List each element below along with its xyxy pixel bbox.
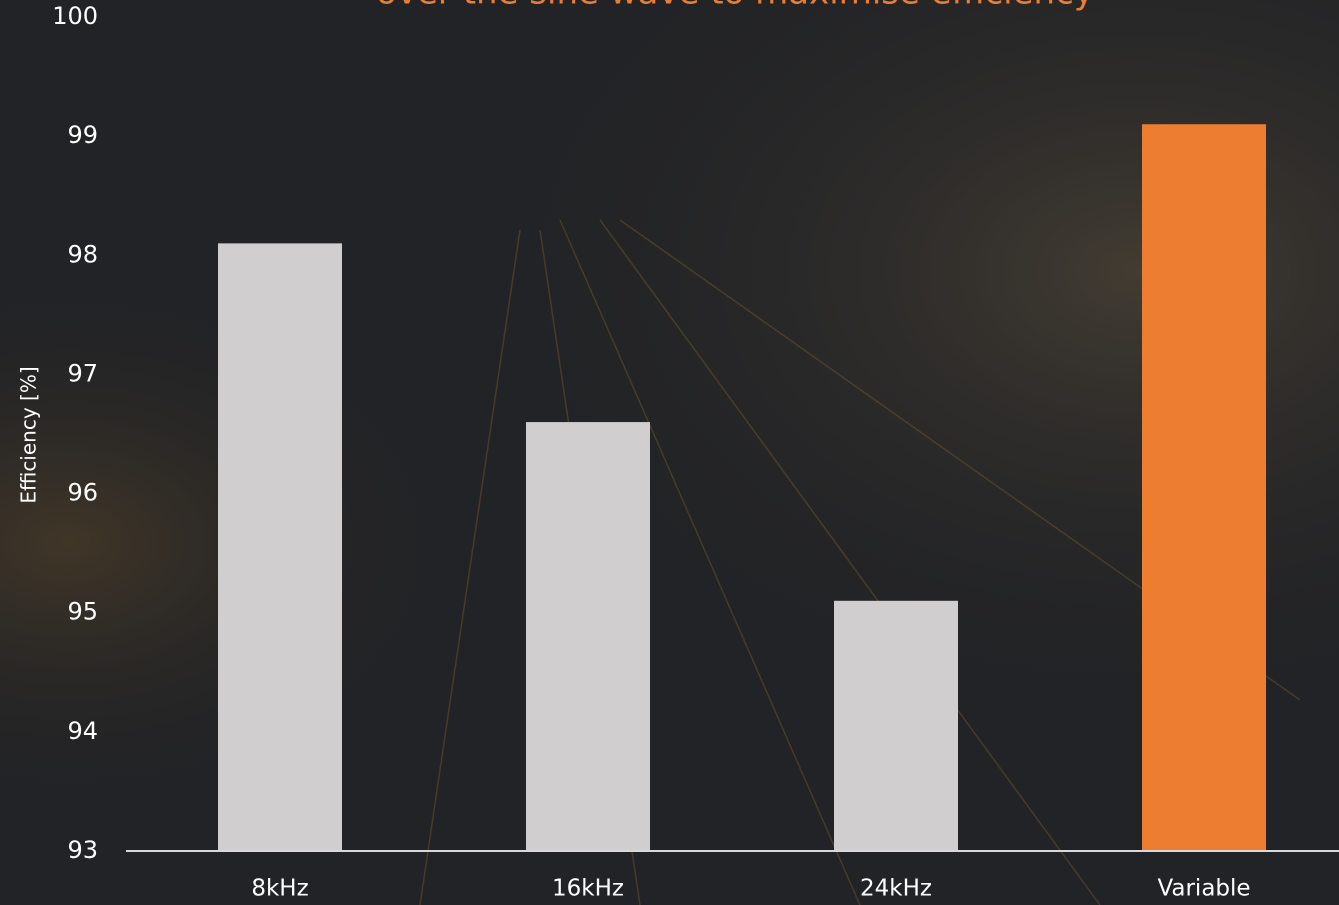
y-tick-label: 95 bbox=[67, 598, 98, 626]
x-tick-label: Variable bbox=[1157, 876, 1250, 902]
x-tick-label: 16kHz bbox=[552, 876, 624, 902]
bar bbox=[218, 243, 342, 851]
y-tick-label: 98 bbox=[67, 240, 98, 268]
chart-title: over the sine wave to maximise efficienc… bbox=[376, 0, 1094, 13]
y-tick-label: 99 bbox=[67, 121, 98, 149]
y-tick-label: 97 bbox=[67, 359, 98, 387]
x-tick-label: 8kHz bbox=[251, 876, 308, 902]
y-tick-label: 94 bbox=[67, 717, 98, 745]
bar bbox=[834, 600, 958, 851]
y-axis-label: Efficiency [%] bbox=[17, 366, 41, 503]
bar bbox=[526, 422, 650, 851]
x-tick-label: 24kHz bbox=[860, 876, 932, 902]
y-tick-label: 100 bbox=[52, 2, 98, 30]
bar bbox=[1142, 124, 1266, 851]
y-tick-label: 96 bbox=[67, 479, 98, 507]
y-tick-label: 93 bbox=[67, 836, 98, 864]
